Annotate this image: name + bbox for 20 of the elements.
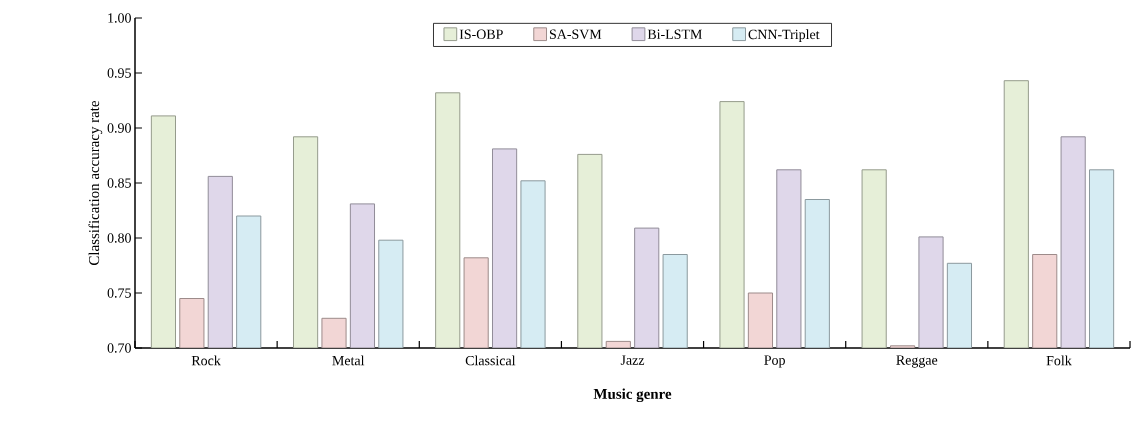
y-tick-label: 0.90 — [107, 123, 131, 133]
legend-label: Bi-LSTM — [647, 29, 702, 39]
legend-label: SA-SVM — [549, 29, 602, 40]
y-tick-label: 1.00 — [108, 13, 131, 23]
x-tick-label: Reggae — [896, 355, 938, 368]
x-tick-label: Folk — [1046, 355, 1072, 366]
y-tick-label: 0.85 — [107, 178, 131, 188]
legend-label: CNN-Triplet — [748, 29, 820, 42]
y-tick-label: 0.75 — [107, 288, 131, 298]
x-axis-title: Music genre — [593, 388, 672, 403]
legend-label: IS-OBP — [459, 29, 503, 39]
x-tick-label: Metal — [332, 355, 365, 366]
x-tick-label: Rock — [191, 355, 221, 366]
x-tick-label: Jazz — [620, 355, 645, 365]
y-tick-label: 0.95 — [107, 68, 131, 78]
y-axis-title: Classification accuracy rate — [88, 100, 103, 265]
y-tick-label: 0.70 — [107, 343, 131, 353]
x-tick-label: Classical — [465, 355, 516, 366]
y-tick-label: 0.80 — [107, 233, 131, 243]
x-tick-label: Pop — [764, 355, 785, 368]
